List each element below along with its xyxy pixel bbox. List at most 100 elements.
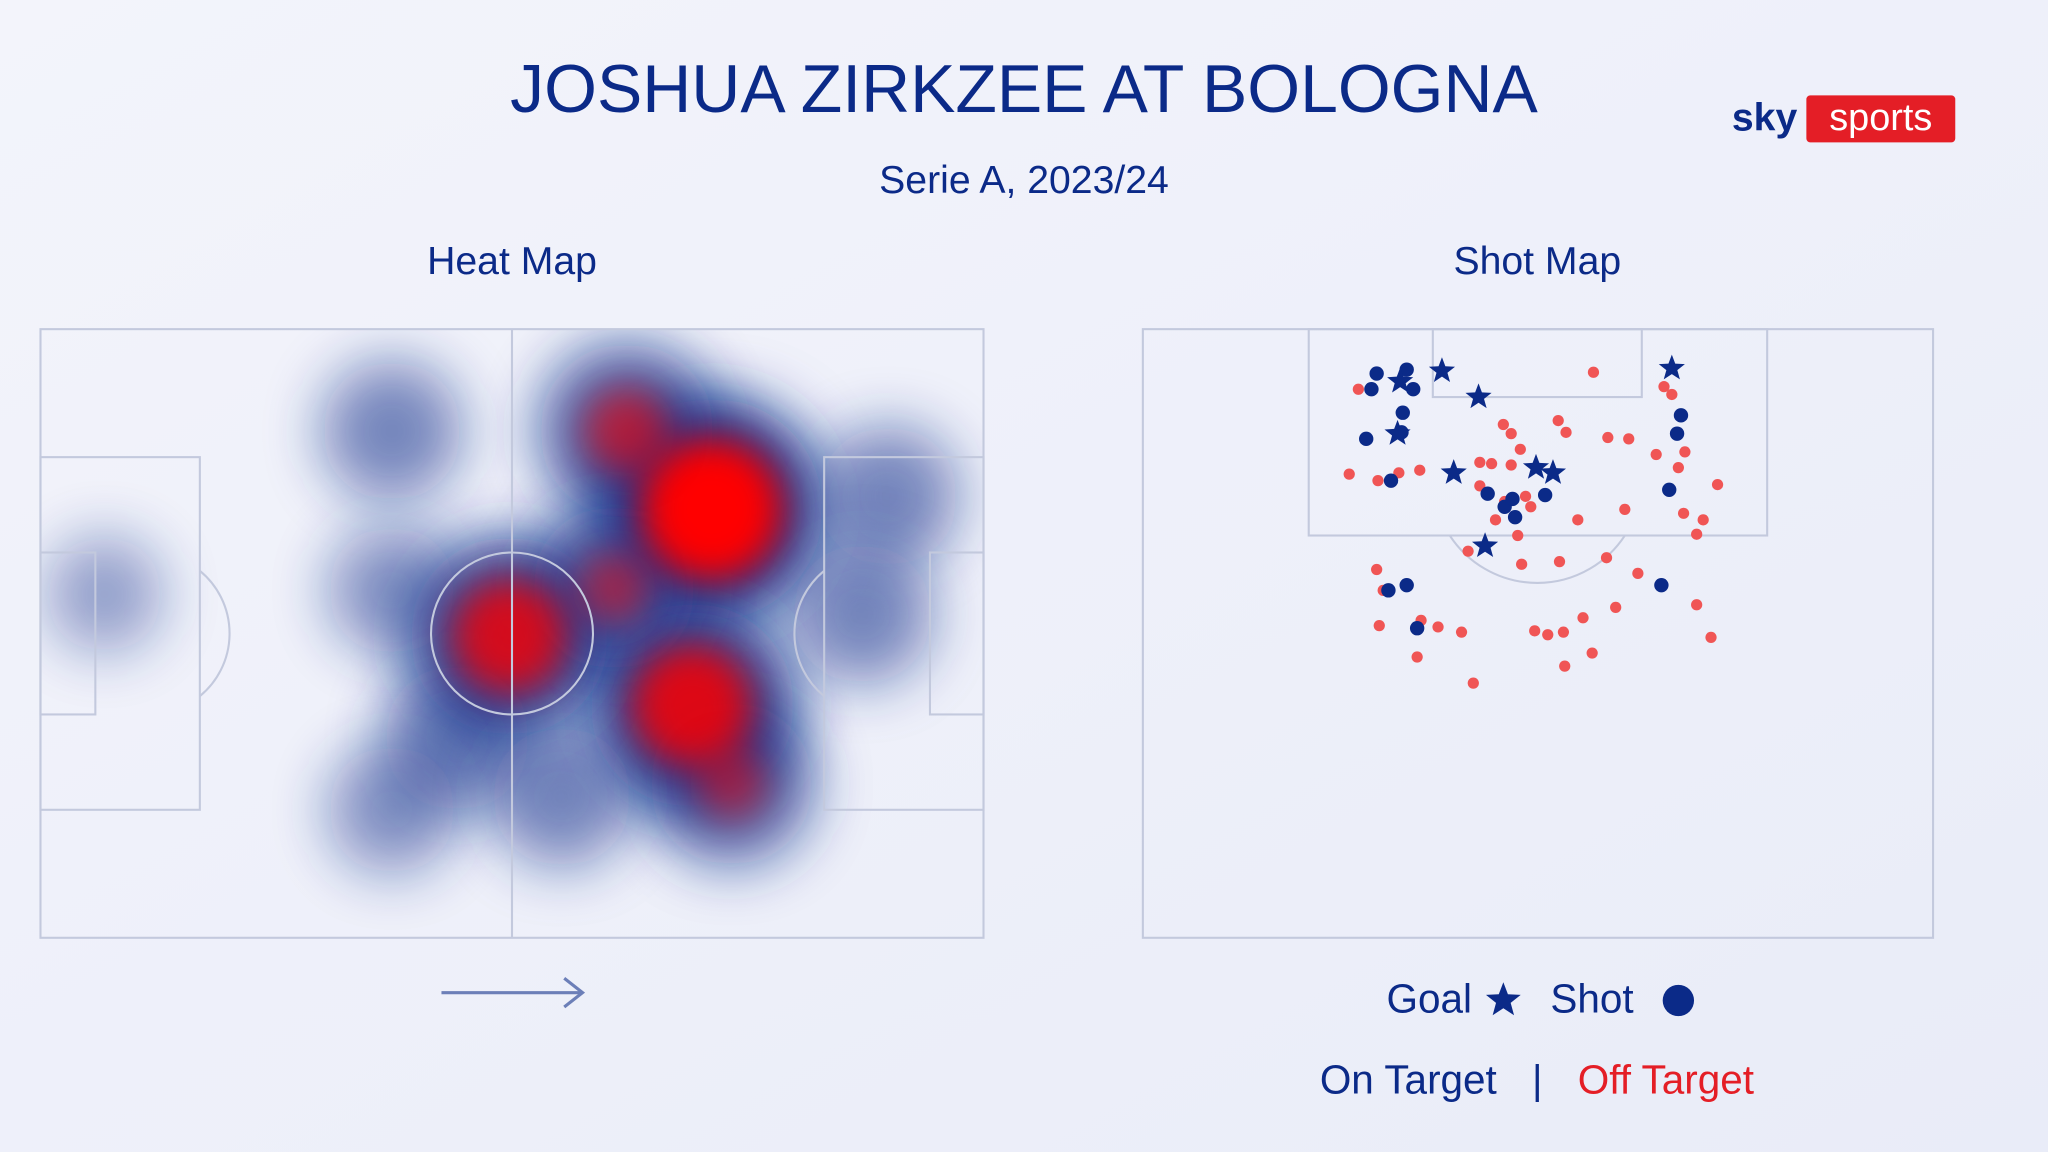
legend-star-icon — [1485, 982, 1521, 1016]
shot-marker — [1697, 514, 1709, 526]
shot-marker — [1632, 567, 1644, 580]
shot-layer — [1343, 354, 1724, 689]
goal-marker — [1387, 367, 1414, 393]
shot-marker — [1381, 583, 1396, 598]
shot-marker — [1343, 468, 1355, 480]
shot-marker — [1560, 426, 1572, 438]
logo-sports: sports — [1829, 97, 1932, 139]
shot-marker — [1467, 677, 1479, 689]
shot-marker — [1577, 612, 1589, 624]
heat-core — [451, 578, 567, 694]
shot-marker — [1559, 660, 1571, 672]
direction-arrow — [441, 977, 586, 1009]
shot-marker — [1371, 563, 1383, 576]
legend-shot: Shot — [1550, 975, 1633, 1021]
heat-spot — [327, 745, 456, 874]
shot-marker — [1383, 473, 1399, 488]
shot-marker — [1406, 382, 1421, 397]
shot-marker — [1485, 458, 1498, 470]
shot-marker — [1505, 459, 1517, 471]
goal-marker — [1522, 453, 1550, 479]
shot-marker — [1537, 487, 1553, 503]
shot-marker — [1552, 414, 1564, 427]
heat-spot — [818, 426, 959, 567]
shot-marker — [1474, 456, 1486, 468]
shot-marker — [1399, 362, 1414, 377]
shot-pitch — [1141, 328, 1935, 939]
legend: Goal Shot On Target | Off Target — [1320, 975, 1754, 1102]
shot-marker — [1414, 464, 1426, 476]
heat-layer — [46, 343, 959, 874]
shot-marker — [1369, 366, 1384, 381]
shot-marker — [1586, 647, 1598, 659]
shot-marker — [1610, 601, 1622, 613]
shot-marker — [1505, 491, 1520, 507]
shot-marker — [1480, 486, 1495, 501]
shot-marker — [1669, 426, 1685, 441]
shot-marker — [1359, 431, 1374, 447]
heat-core — [640, 437, 784, 582]
shot-marker — [1525, 501, 1537, 513]
heat-core — [631, 644, 754, 767]
shot-marker — [1553, 556, 1566, 568]
shot-marker — [1691, 528, 1703, 540]
shot-marker — [1672, 461, 1684, 474]
shot-title: Shot Map — [1453, 240, 1621, 283]
heat-pitch — [39, 328, 985, 939]
shot-marker — [1373, 620, 1385, 632]
shot-marker — [1512, 529, 1524, 542]
shot-marker — [1623, 433, 1635, 445]
legend-off-target: Off Target — [1578, 1056, 1754, 1102]
heat-core — [695, 747, 768, 820]
shot-marker — [1572, 514, 1584, 526]
title: JOSHUA ZIRKZEE AT BOLOGNA — [510, 52, 1538, 127]
shot-marker — [1557, 626, 1570, 638]
shot-marker — [1542, 629, 1554, 641]
shot-marker — [1677, 507, 1690, 519]
shot-marker — [1654, 577, 1669, 593]
shot-marker — [1497, 418, 1509, 431]
shot-marker — [1705, 631, 1717, 644]
heat-core — [577, 551, 650, 624]
goal-marker — [1440, 459, 1467, 484]
shot-marker — [1673, 408, 1689, 423]
goal-marker — [1472, 532, 1499, 558]
goal-marker — [1428, 357, 1456, 383]
shot-marker — [1455, 626, 1468, 638]
shot-marker — [1364, 382, 1379, 397]
shot-marker — [1516, 558, 1528, 570]
subtitle: Serie A, 2023/24 — [879, 159, 1169, 202]
legend-separator: | — [1532, 1056, 1543, 1102]
shot-marker — [1658, 380, 1670, 393]
heat-spot — [491, 726, 632, 867]
shot-marker — [1587, 366, 1600, 378]
shot-marker — [1666, 388, 1678, 401]
logo-sky: sky — [1732, 97, 1798, 140]
shot-marker — [1505, 428, 1517, 440]
heat-spot — [321, 361, 462, 501]
shot-marker — [1507, 510, 1523, 525]
shot-marker — [1399, 577, 1414, 593]
shot-marker — [1679, 446, 1691, 458]
shot-marker — [1462, 545, 1474, 557]
shot-marker — [1432, 621, 1444, 633]
shot-marker — [1409, 621, 1425, 636]
shot-marker — [1514, 443, 1526, 455]
shot-marker — [1691, 599, 1703, 611]
legend-goal: Goal — [1387, 975, 1472, 1021]
shot-marker — [1529, 625, 1541, 637]
shot-marker — [1602, 431, 1614, 444]
goal-marker — [1465, 383, 1492, 409]
shot-marker — [1662, 482, 1677, 497]
goal-marker — [1658, 354, 1685, 380]
shot-marker — [1711, 478, 1724, 491]
goal-marker — [1539, 459, 1567, 484]
heat-spot — [792, 544, 932, 684]
shot-marker — [1372, 475, 1384, 487]
shot-marker — [1619, 503, 1631, 516]
heat-spot — [46, 536, 163, 653]
shot-marker — [1650, 448, 1662, 461]
heat-spot — [327, 526, 456, 655]
logo-box — [1806, 95, 1956, 143]
